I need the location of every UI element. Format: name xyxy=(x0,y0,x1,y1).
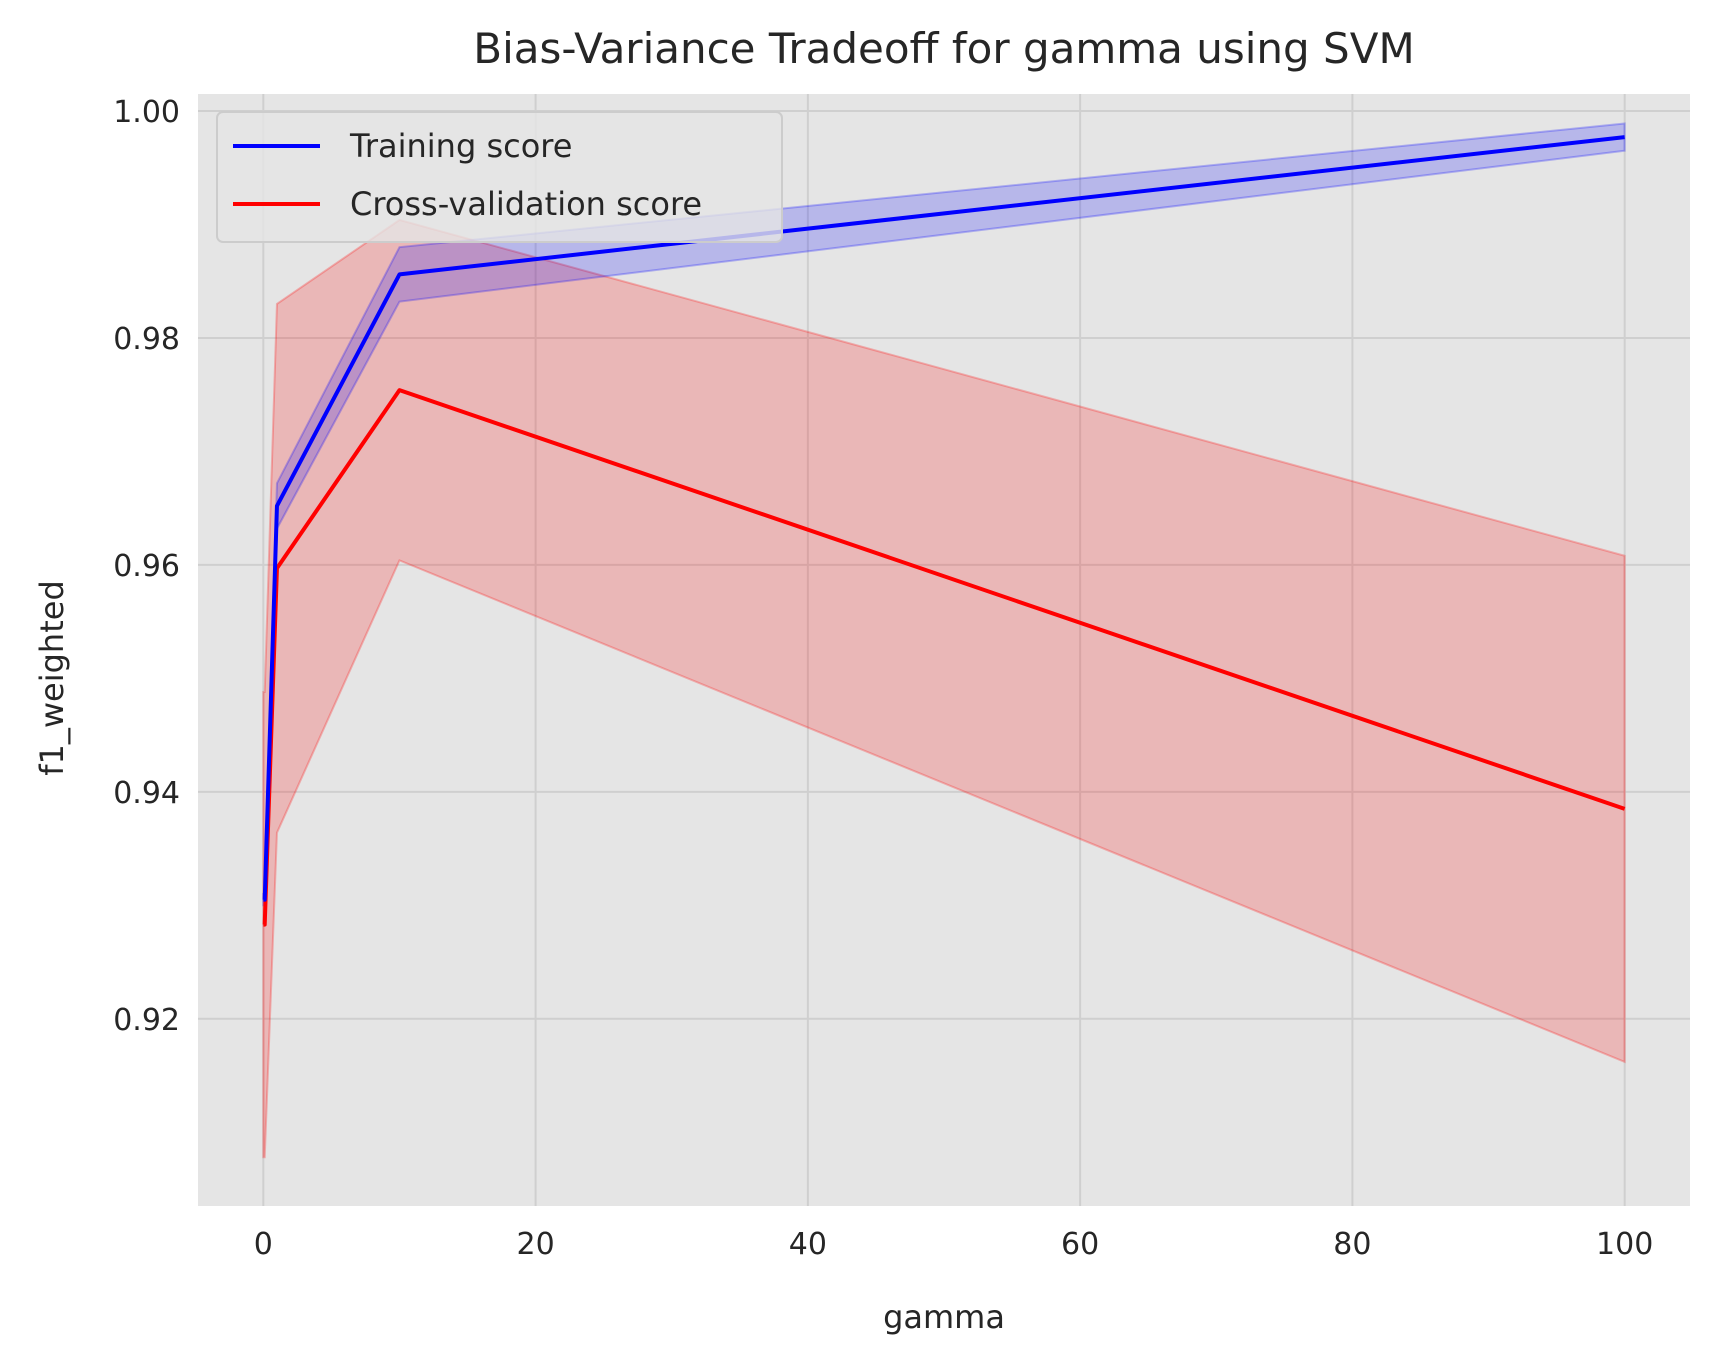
legend-label-cross-validation: Cross-validation score xyxy=(350,185,702,223)
chart-title: Bias-Variance Tradeoff for gamma using S… xyxy=(473,24,1414,73)
x-tick-label: 60 xyxy=(1061,1227,1099,1262)
x-tick-label: 80 xyxy=(1333,1227,1371,1262)
y-tick-label: 0.98 xyxy=(113,322,180,357)
cross-validation-score-line xyxy=(261,388,1626,927)
x-axis-label: gamma xyxy=(883,1298,1005,1336)
legend-box xyxy=(216,111,783,243)
x-tick-label: 20 xyxy=(517,1227,555,1262)
plot-area xyxy=(198,94,1690,1206)
legend: Training score Cross-validation score xyxy=(216,111,783,243)
x-tick-label: 0 xyxy=(254,1227,273,1262)
x-tick-label: 100 xyxy=(1596,1227,1653,1262)
y-tick-label: 1.00 xyxy=(113,95,180,130)
y-tick-label: 0.96 xyxy=(113,549,180,584)
x-tick-label: 40 xyxy=(789,1227,827,1262)
series-lines xyxy=(261,135,1626,927)
y-axis-label: f1_weighted xyxy=(33,580,71,776)
cross-validation-std-band xyxy=(262,218,1626,1159)
grid xyxy=(198,94,1690,1206)
y-tick-label: 0.94 xyxy=(113,776,180,811)
tick-labels: 0 20 40 60 80 100 0.92 0.94 0.96 0.98 1.00 xyxy=(113,95,1653,1262)
training-score-line xyxy=(261,135,1625,902)
y-tick-label: 0.92 xyxy=(113,1003,180,1038)
legend-label-training: Training score xyxy=(349,127,572,165)
